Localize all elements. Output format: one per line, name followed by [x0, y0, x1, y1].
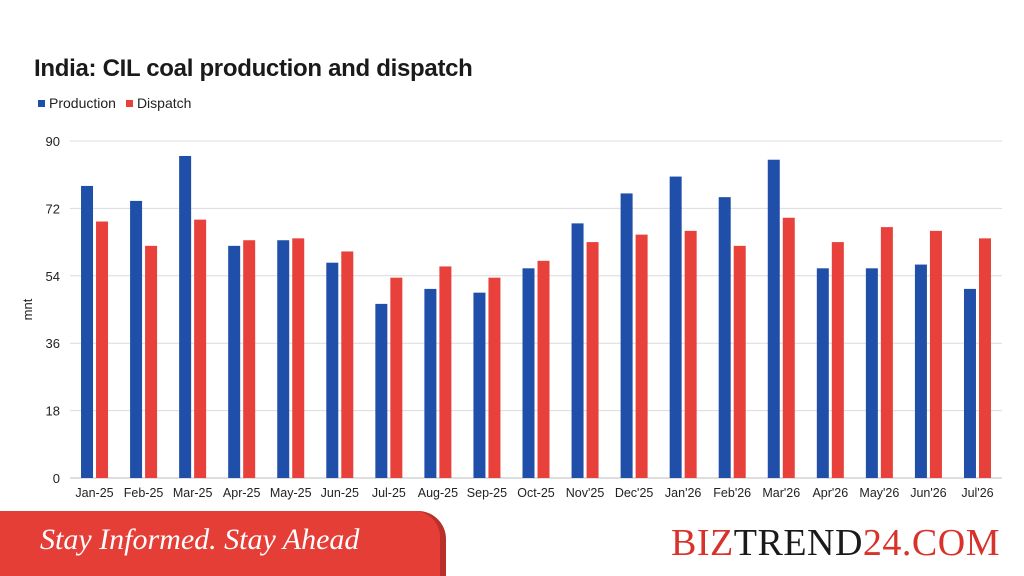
- bar-production-13: [718, 197, 731, 478]
- legend-item-dispatch: Dispatch: [125, 95, 192, 111]
- bar-production-5: [326, 262, 339, 478]
- bar-dispatch-8: [488, 277, 501, 478]
- bar-production-7: [424, 288, 437, 478]
- bar-production-8: [473, 292, 486, 478]
- x-tick-label: Dec'25: [615, 486, 654, 500]
- bar-dispatch-9: [537, 260, 550, 478]
- bar-dispatch-13: [733, 245, 746, 478]
- bar-dispatch-0: [96, 221, 109, 478]
- bar-dispatch-14: [782, 217, 795, 478]
- bar-production-11: [620, 193, 633, 478]
- bar-dispatch-16: [880, 227, 893, 478]
- x-tick-label: May-25: [270, 486, 312, 500]
- y-tick-label: 72: [46, 201, 60, 216]
- bar-dispatch-17: [929, 230, 942, 478]
- bar-production-14: [767, 159, 780, 478]
- legend-swatch-dispatch: [125, 99, 133, 107]
- x-tick-label: Jun'26: [910, 486, 946, 500]
- brand-part1: BIZ: [671, 522, 734, 564]
- tagline-banner: Stay Informed. Stay Ahead: [0, 511, 440, 576]
- bar-production-4: [277, 240, 290, 478]
- brand-part3: 24.COM: [862, 522, 1000, 564]
- y-tick-label: 0: [53, 471, 60, 486]
- x-tick-label: Aug-25: [418, 486, 458, 500]
- x-tick-label: Jul'26: [961, 486, 993, 500]
- bar-production-18: [963, 288, 976, 478]
- bar-dispatch-12: [684, 230, 697, 478]
- x-tick-label: Mar'26: [762, 486, 800, 500]
- x-tick-label: Jul-25: [372, 486, 406, 500]
- legend-swatch-production: [38, 99, 45, 107]
- bar-dispatch-6: [390, 277, 403, 478]
- bar-production-0: [81, 185, 94, 478]
- x-tick-label: May'26: [859, 486, 899, 500]
- bar-production-6: [375, 303, 388, 478]
- bar-production-12: [669, 176, 682, 479]
- bar-production-10: [571, 223, 584, 478]
- legend-item-production: Production: [38, 95, 116, 111]
- x-tick-label: Mar-25: [173, 486, 213, 500]
- bar-dispatch-5: [341, 251, 354, 478]
- bar-dispatch-2: [194, 219, 207, 478]
- chart-title: India: CIL coal production and dispatch: [34, 55, 473, 82]
- x-tick-label: Nov'25: [566, 486, 605, 500]
- x-tick-label: Apr-25: [223, 486, 261, 500]
- bar-production-17: [914, 264, 927, 478]
- x-tick-label: Sep-25: [467, 486, 507, 500]
- brand-part2: TREND: [733, 522, 863, 564]
- x-tick-label: Feb'26: [713, 486, 751, 500]
- y-tick-label: 90: [46, 134, 60, 149]
- bar-dispatch-18: [978, 238, 991, 478]
- bar-production-3: [228, 245, 241, 478]
- bar-dispatch-3: [243, 240, 256, 478]
- bar-dispatch-1: [145, 245, 158, 478]
- bar-production-9: [522, 268, 535, 478]
- bar-dispatch-7: [439, 266, 452, 478]
- bar-production-2: [179, 155, 192, 478]
- bar-production-16: [865, 268, 878, 478]
- bar-dispatch-11: [635, 234, 648, 478]
- brand-logo[interactable]: BIZTREND24.COM: [671, 521, 1000, 565]
- x-tick-label: Jan'26: [665, 486, 701, 500]
- legend-label-dispatch: Dispatch: [136, 95, 192, 111]
- bar-production-1: [130, 200, 143, 478]
- x-tick-label: Feb-25: [124, 486, 164, 500]
- y-tick-label: 18: [46, 404, 60, 419]
- bar-production-15: [816, 268, 829, 478]
- chart-legend: Production Dispatch: [38, 95, 191, 111]
- x-tick-label: Apr'26: [812, 486, 848, 500]
- x-tick-label: Oct-25: [517, 486, 555, 500]
- y-tick-label: 36: [46, 336, 60, 351]
- x-tick-label: Jan-25: [75, 486, 113, 500]
- chart-canvas: 0 18 36 54 72 90 mnt Jan-25 Feb-25 Mar-25 Apr-25 Ma…: [20, 134, 1002, 500]
- bar-dispatch-10: [586, 242, 599, 478]
- footer-bar: Stay Informed. Stay Ahead BIZTREND24.COM: [0, 511, 1024, 576]
- bar-dispatch-15: [831, 242, 844, 478]
- bar-dispatch-4: [292, 238, 305, 478]
- x-tick-label: Jun-25: [321, 486, 359, 500]
- y-tick-label: 54: [46, 269, 60, 284]
- tagline-text: Stay Informed. Stay Ahead: [40, 523, 360, 556]
- y-axis-label: mnt: [20, 298, 35, 320]
- legend-label-production: Production: [49, 95, 116, 111]
